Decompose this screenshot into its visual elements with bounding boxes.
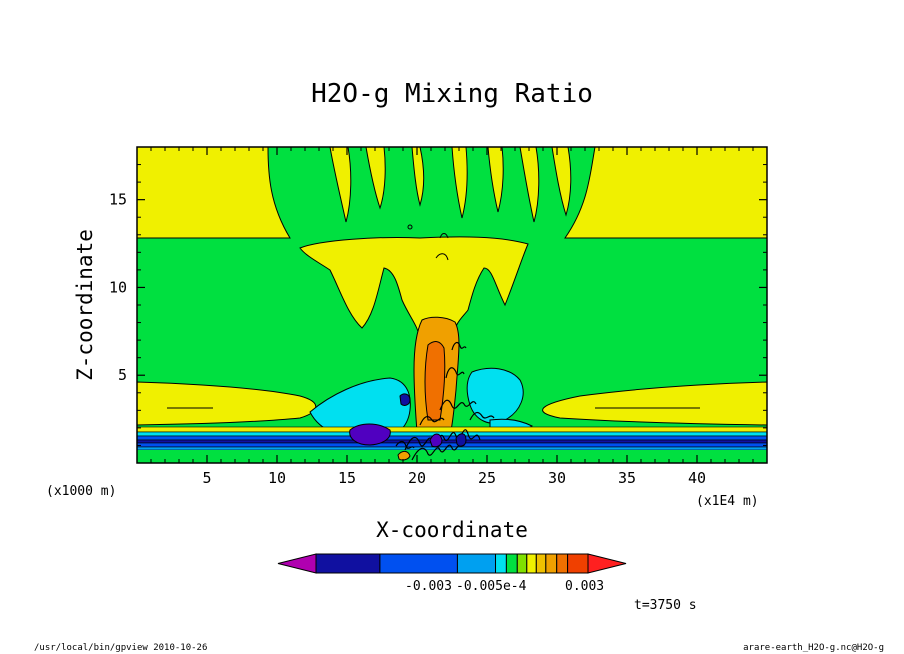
- time-label: t=3750 s: [634, 598, 697, 613]
- field-turbulence: [395, 341, 495, 461]
- colorbar-extend-low: [277, 553, 317, 574]
- colorbar-segment: [456, 553, 497, 574]
- colorbar-label-neg: -0.003: [405, 579, 452, 594]
- colorbar-segment: [535, 553, 547, 574]
- x-tick-label: 35: [618, 469, 636, 487]
- field-upper-left-yellow: [137, 147, 291, 239]
- x-tick-label: 15: [338, 469, 356, 487]
- x-tick-label: 20: [408, 469, 426, 487]
- field-layer-navy: [137, 439, 767, 444]
- y-axis-label: Z-coordinate: [73, 229, 97, 381]
- colorbar-segment: [545, 553, 558, 574]
- colorbar-label-mid: -0.005e-4: [456, 579, 527, 594]
- plot-area: [137, 147, 767, 463]
- colorbar-segment: [379, 553, 458, 574]
- colorbar-segment: [315, 553, 381, 574]
- colorbar-segment: [526, 553, 537, 574]
- field-turbulence-fill: [397, 433, 467, 461]
- y-tick-label: 15: [109, 191, 127, 209]
- footer-right: arare-earth_H2O-g.nc@H2O-g: [743, 643, 884, 653]
- x-tick-label: 30: [548, 469, 566, 487]
- field-contour-details: [167, 224, 700, 409]
- x-tick-label: 5: [202, 469, 211, 487]
- colorbar-label-pos: 0.003: [565, 579, 604, 594]
- field-blue-blob: [399, 393, 411, 406]
- colorbar-extend-high: [587, 553, 627, 574]
- colorbar-segment: [567, 553, 589, 574]
- chart-title: H2O-g Mixing Ratio: [311, 79, 593, 109]
- x-tick-label: 25: [478, 469, 496, 487]
- y-axis-ticks: 5 10 15: [109, 164, 767, 446]
- field-lower-right-yellow: [542, 381, 767, 426]
- x-tick-label: 40: [688, 469, 706, 487]
- field-layer-blue-1: [137, 435, 767, 441]
- y-tick-label: 10: [109, 278, 127, 296]
- field-upper-streaks: [329, 147, 572, 223]
- field-anvil-yellow: [299, 236, 529, 341]
- x-axis-ticks: 5 10 15 20 25 30 35 40: [150, 147, 754, 487]
- colorbar-segment: [505, 553, 518, 574]
- field-purple-pool: [349, 423, 391, 446]
- x-axis-label: X-coordinate: [376, 518, 528, 542]
- field-updraft-core: [424, 341, 446, 421]
- footer-left: /usr/local/bin/gpview 2010-10-26: [34, 643, 207, 653]
- colorbar-segment: [516, 553, 528, 574]
- colorbar-segment: [495, 553, 507, 574]
- field-layer-green-bottom: [137, 450, 767, 463]
- colorbar: [277, 553, 627, 574]
- x-unit-label: (x1E4 m): [696, 494, 759, 509]
- field-layer-blue-2: [137, 442, 767, 448]
- y-unit-label: (x1000 m): [46, 484, 116, 499]
- y-tick-label: 5: [118, 366, 127, 384]
- x-tick-label: 10: [268, 469, 286, 487]
- colorbar-segment: [556, 553, 569, 574]
- field-layer-yellow-1: [137, 426, 767, 433]
- field-upper-right-yellow: [564, 147, 767, 239]
